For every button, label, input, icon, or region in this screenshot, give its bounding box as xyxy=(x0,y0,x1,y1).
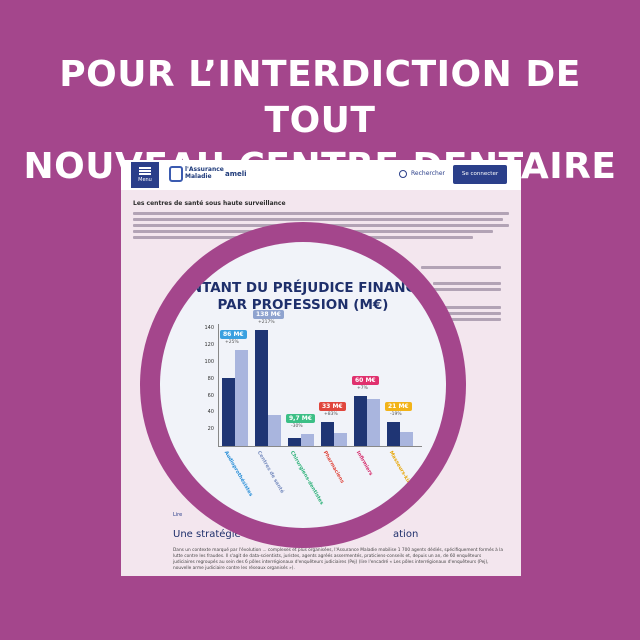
bar-dark xyxy=(387,422,400,446)
bar-dark xyxy=(321,421,334,446)
site-header: Menu l'Assurance Maladie ameli Recherche… xyxy=(121,160,521,190)
logo-line-1: l'Assurance xyxy=(185,166,224,173)
text-line xyxy=(421,266,501,269)
section-heading: Une stratégie xyxy=(173,529,241,540)
y-tick-label: 140 xyxy=(204,325,214,332)
category-label: Infirmiers xyxy=(354,450,374,477)
text-line xyxy=(433,282,501,285)
bar-dark xyxy=(288,437,301,446)
hamburger-icon xyxy=(139,167,151,175)
y-tick-label: 100 xyxy=(204,359,214,365)
value-label: 9,7 M€ xyxy=(286,414,315,424)
bar-light xyxy=(301,434,314,446)
ameli-link[interactable]: ameli xyxy=(225,170,247,178)
category-label: Chirurgiens-dentistes xyxy=(288,450,325,506)
chart-card: MONTANT DU PRÉJUDICE FINANCIER PAR PROFE… xyxy=(160,242,446,528)
category-label: Pharmaciens xyxy=(321,450,346,485)
bar-dark xyxy=(255,330,268,446)
text-line xyxy=(433,306,501,309)
logo-text: l'Assurance Maladie xyxy=(185,166,224,180)
change-label: +25% xyxy=(225,340,239,346)
category-label: Audioprothésistes xyxy=(222,450,254,498)
y-axis xyxy=(218,324,219,446)
y-tick-label: 80 xyxy=(207,375,214,382)
chart-title: MONTANT DU PRÉJUDICE FINANCIER PAR PROFE… xyxy=(165,280,441,313)
bar-light xyxy=(400,431,413,446)
search-icon[interactable] xyxy=(399,170,407,178)
bar-dark xyxy=(222,377,235,446)
category-label: Centres de santé xyxy=(255,450,285,495)
x-axis xyxy=(218,446,422,447)
value-label: 60 M€ xyxy=(352,375,379,385)
section-heading-end: ation xyxy=(393,529,419,540)
assurance-maladie-logo-icon xyxy=(169,166,183,182)
bar-dark xyxy=(354,395,367,446)
read-link[interactable]: Lire xyxy=(173,512,183,518)
change-label: -30% xyxy=(291,424,303,430)
logo-line-2: Maladie xyxy=(185,173,212,180)
menu-label: Menu xyxy=(138,177,152,183)
text-line xyxy=(433,318,501,321)
text-line xyxy=(433,288,501,291)
bar-light xyxy=(334,432,347,446)
value-label: 33 M€ xyxy=(319,401,346,411)
bar-light xyxy=(268,414,281,446)
y-tick-label: 60 xyxy=(207,392,214,399)
text-line xyxy=(433,312,501,315)
change-label: +217% xyxy=(258,320,275,326)
bar-light xyxy=(367,398,380,446)
connect-button[interactable]: Se connecter xyxy=(453,165,507,184)
section-title: Les centres de santé sous haute surveill… xyxy=(133,200,286,207)
article-paragraph: Dans un contexte marqué par l'évolution … xyxy=(173,548,504,571)
change-label: -19% xyxy=(390,412,402,418)
y-tick-label: 40 xyxy=(207,409,214,416)
menu-button[interactable]: Menu xyxy=(131,162,159,188)
y-tick-label: 20 xyxy=(207,426,214,433)
value-label: 21 M€ xyxy=(385,402,412,412)
text-line xyxy=(133,212,509,215)
text-line xyxy=(133,218,503,221)
change-label: +83% xyxy=(324,411,338,417)
headline-line-1: POUR L’INTERDICTION DE TOUT xyxy=(59,54,581,141)
value-label: 138 M€ xyxy=(253,310,284,320)
search-label[interactable]: Rechercher xyxy=(411,170,445,177)
bar-light xyxy=(235,350,248,446)
change-label: +7% xyxy=(357,385,368,391)
y-tick-label: 120 xyxy=(204,342,214,349)
value-label: 86 M€ xyxy=(220,330,247,340)
